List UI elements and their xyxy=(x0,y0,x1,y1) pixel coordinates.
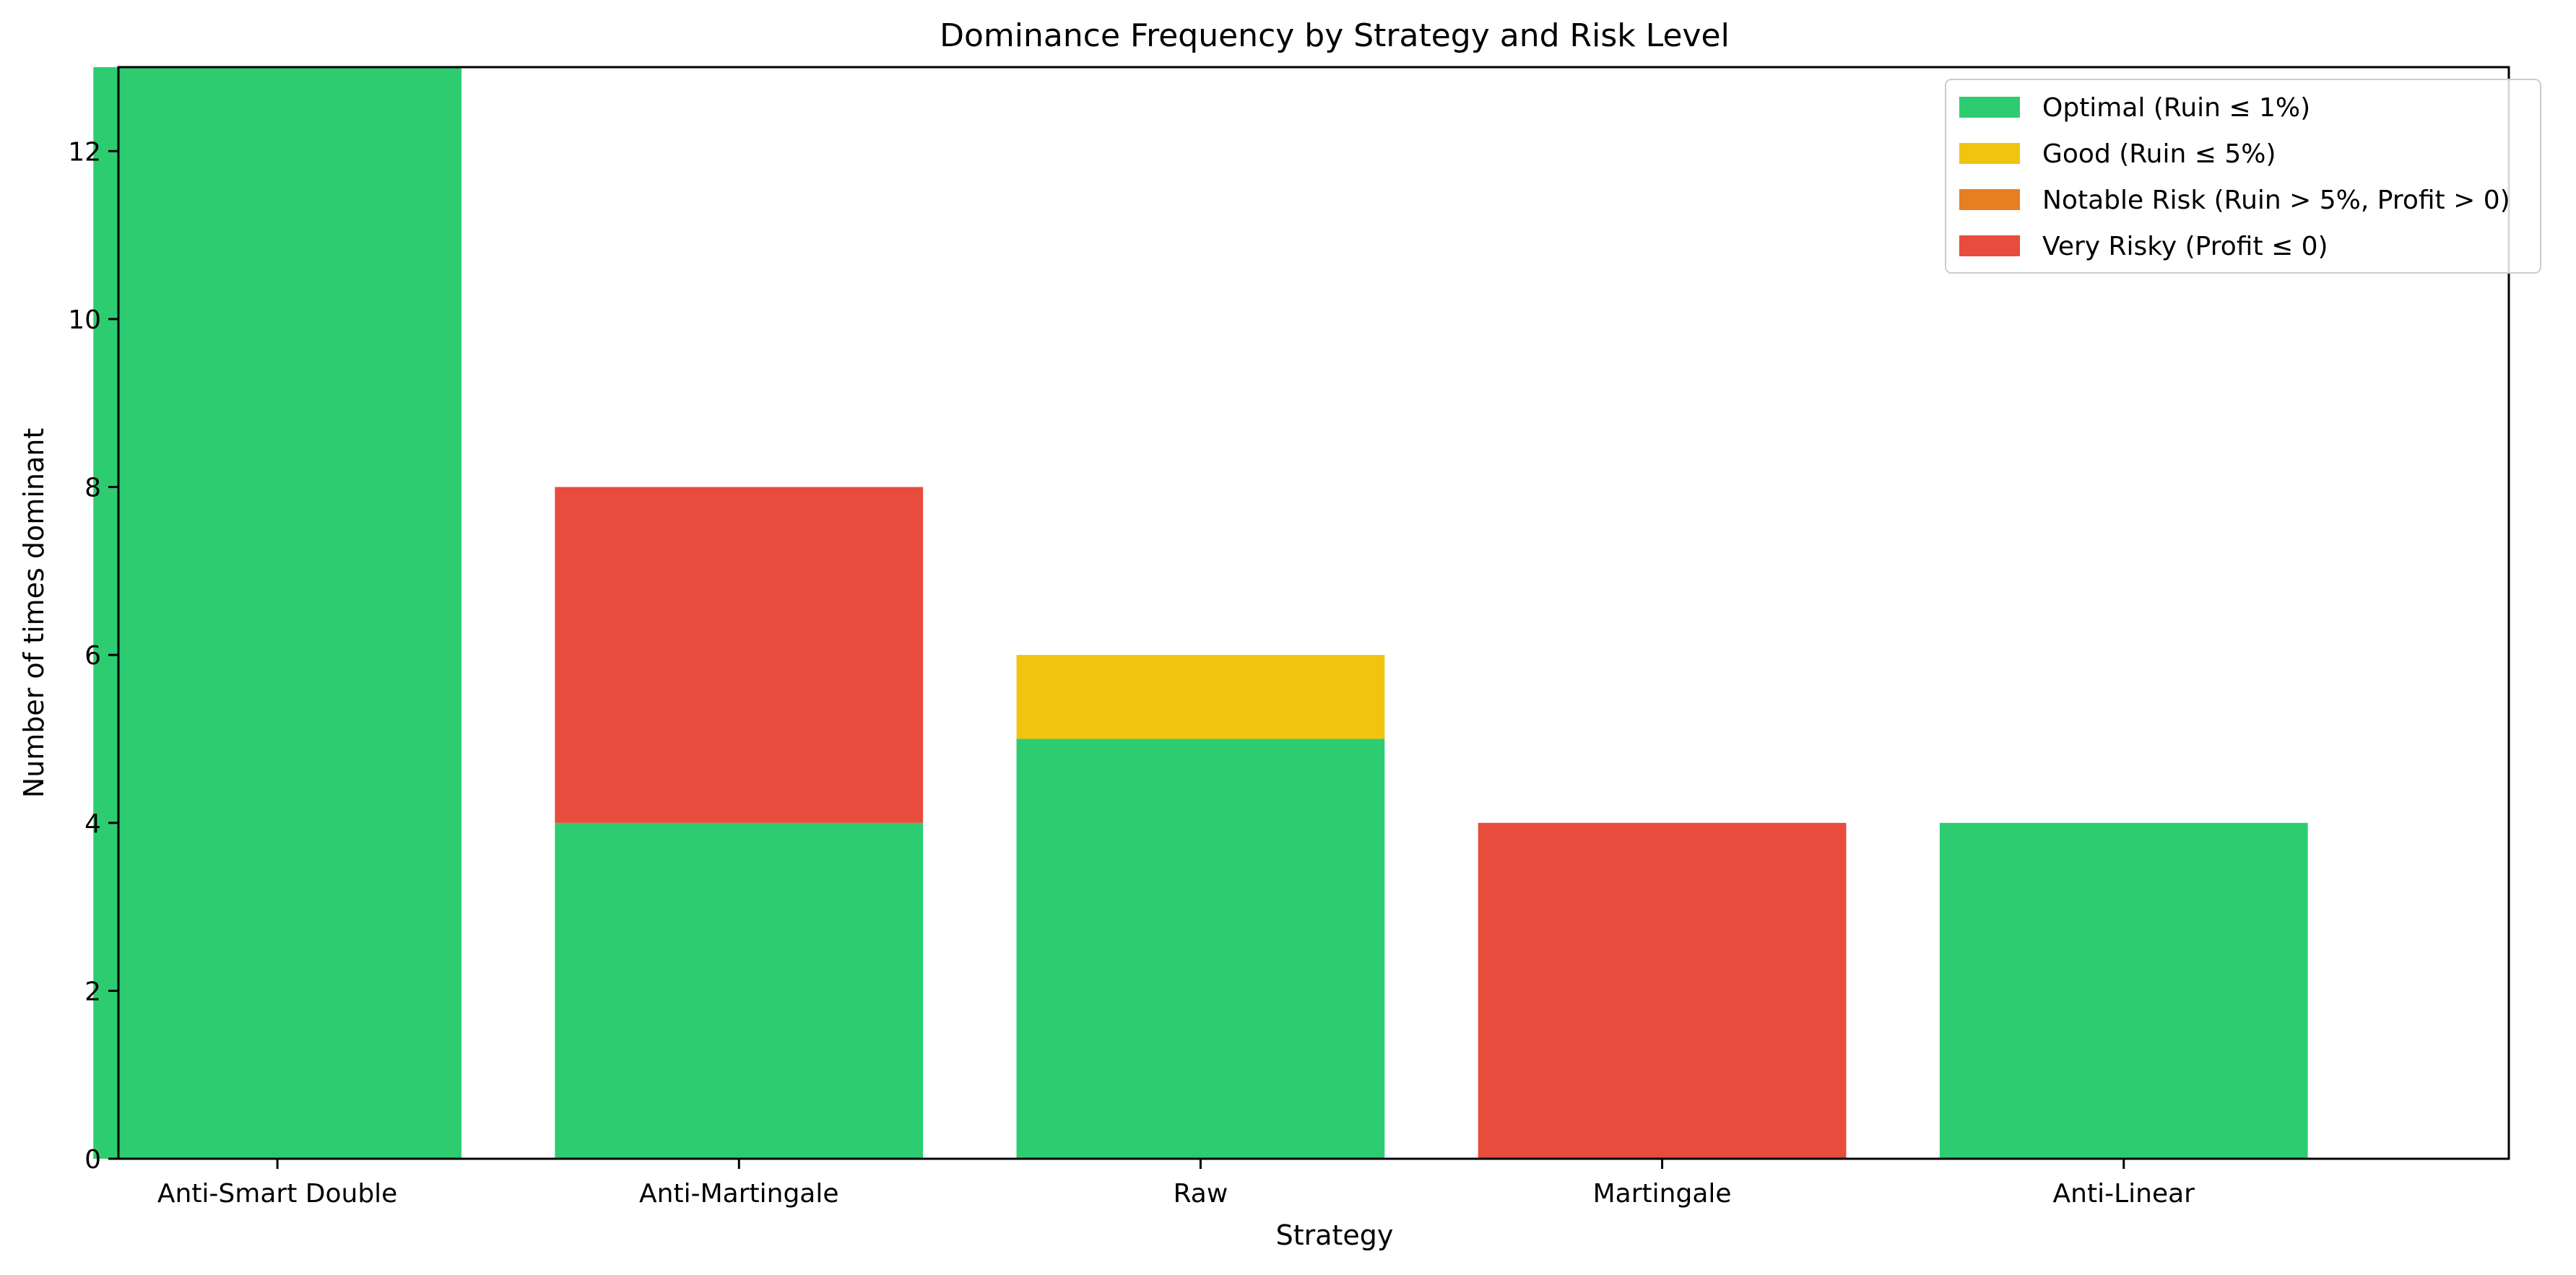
y-tick-label: 8 xyxy=(84,474,101,503)
x-axis: Anti-Smart Double Anti-Martingale Raw Marti… xyxy=(157,1159,2195,1209)
bar-segment xyxy=(1478,822,1847,1159)
legend-label: Good (Ruin ≤ 5%) xyxy=(2042,139,2276,169)
x-tick-label: Anti-Martingale xyxy=(639,1179,838,1209)
legend-label: Very Risky (Profit ≤ 0) xyxy=(2042,232,2328,261)
bar-segment xyxy=(555,487,924,823)
bar-segment xyxy=(1016,655,1385,739)
x-tick-label: Anti-Smart Double xyxy=(157,1179,397,1209)
x-tick-label: Martingale xyxy=(1593,1179,1732,1209)
y-axis: 0 2 4 6 8 10 12 xyxy=(68,137,118,1175)
legend-frame xyxy=(1945,79,2541,274)
x-tick-label: Raw xyxy=(1174,1179,1228,1209)
x-tick-label: Anti-Linear xyxy=(2053,1179,2195,1209)
plot-frame xyxy=(117,66,2510,1160)
bar-segment xyxy=(93,67,461,1159)
y-axis-label: Number of times dominant xyxy=(18,428,50,798)
legend-swatch xyxy=(1959,97,2020,118)
legend-swatch xyxy=(1959,189,2020,210)
y-tick-label: 4 xyxy=(84,809,101,839)
bar-segment xyxy=(1939,822,2308,1159)
legend-swatch xyxy=(1959,143,2020,164)
legend-swatch xyxy=(1959,235,2020,256)
y-tick-label: 2 xyxy=(84,977,101,1006)
legend: Optimal (Ruin ≤ 1%) Good (Ruin ≤ 5%) Notab… xyxy=(1945,79,2541,274)
legend-label: Optimal (Ruin ≤ 1%) xyxy=(2042,93,2310,123)
legend-label: Notable Risk (Ruin > 5%, Profit > 0) xyxy=(2042,186,2510,215)
bars-group xyxy=(93,67,2308,1159)
bar-segment xyxy=(1016,739,1385,1159)
x-axis-label: Strategy xyxy=(1276,1219,1394,1251)
y-tick-label: 0 xyxy=(84,1145,101,1175)
chart-title: Dominance Frequency by Strategy and Risk… xyxy=(940,17,1730,54)
y-tick-label: 10 xyxy=(68,305,101,335)
bar-segment xyxy=(555,822,924,1159)
y-tick-label: 6 xyxy=(84,641,101,671)
y-tick-label: 12 xyxy=(68,137,101,167)
